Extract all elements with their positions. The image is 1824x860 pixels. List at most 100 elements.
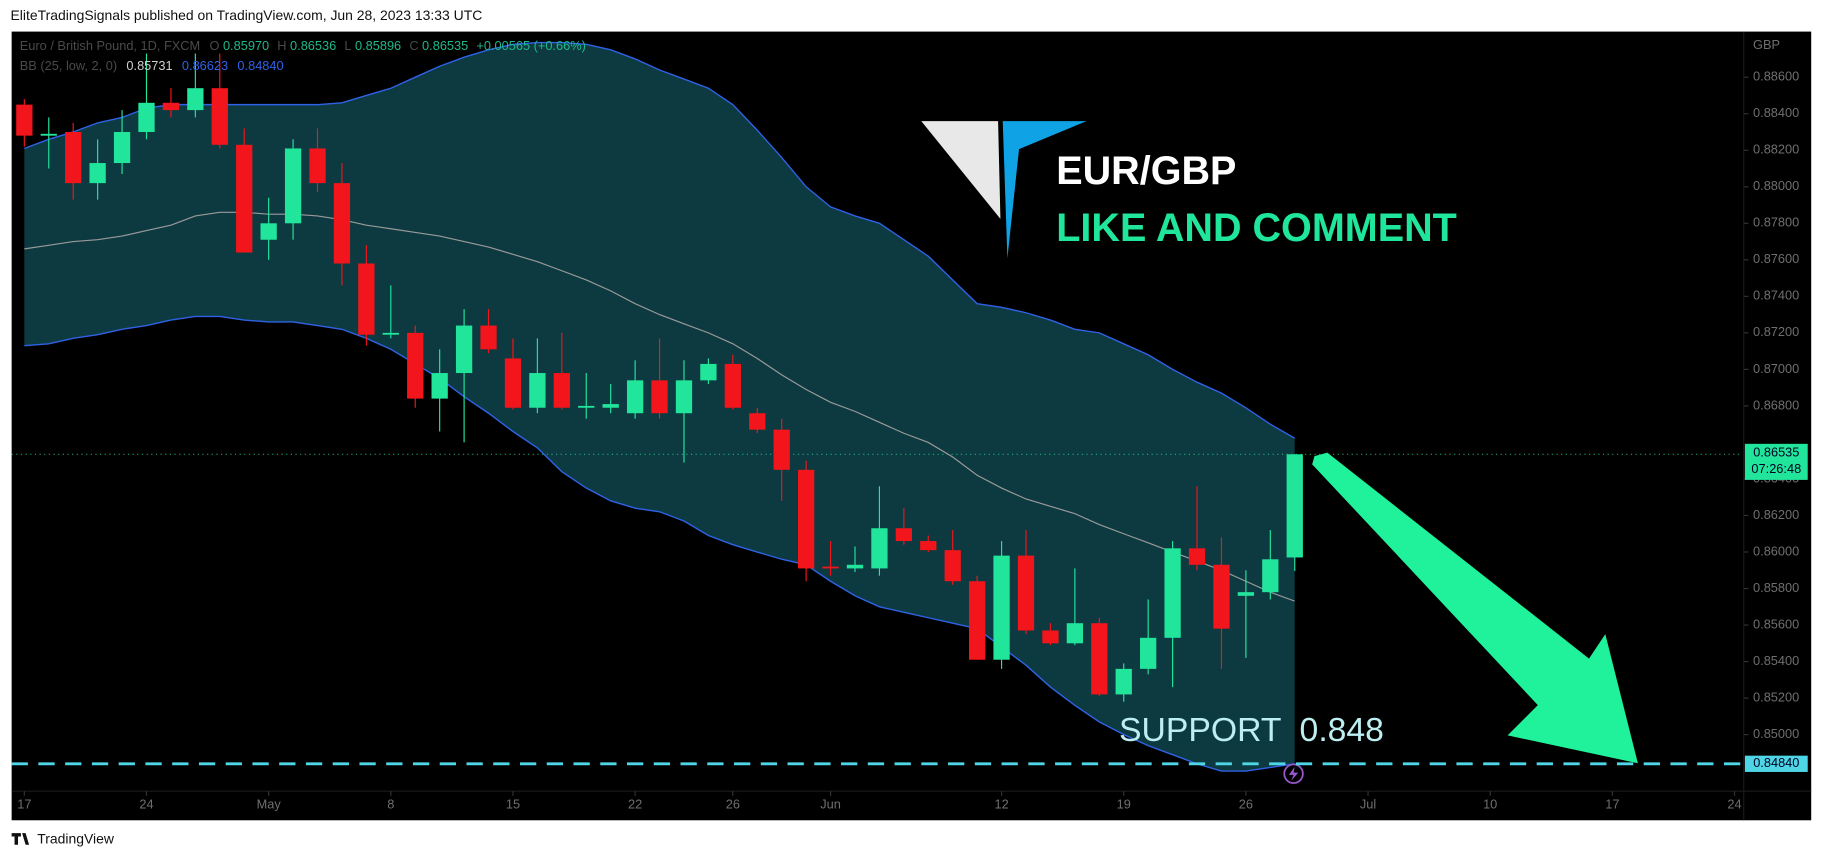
x-tick-label: Jul bbox=[1360, 797, 1376, 812]
band-lower bbox=[24, 315, 1295, 772]
candle-body bbox=[1042, 630, 1059, 644]
legend-text: L bbox=[344, 38, 351, 53]
candle-body bbox=[480, 325, 497, 350]
x-tick-label: 24 bbox=[1727, 797, 1741, 812]
support-tag bbox=[1744, 755, 1808, 772]
legend-text: 0.86536 bbox=[290, 38, 336, 53]
y-tick-label: 0.85400 bbox=[1753, 653, 1799, 668]
support-tag-label: 0.84840 bbox=[1753, 755, 1799, 770]
x-tick-label: 17 bbox=[17, 797, 31, 812]
x-tick-label: 22 bbox=[628, 797, 642, 812]
candle-body bbox=[993, 555, 1010, 660]
candle-body bbox=[16, 104, 33, 136]
candle-body bbox=[651, 380, 668, 414]
candle-body bbox=[1091, 623, 1108, 695]
candle-body bbox=[431, 373, 448, 399]
footer-brand: TradingView bbox=[37, 831, 115, 847]
y-tick-label: 0.85000 bbox=[1753, 726, 1799, 741]
legend-text: 0.86623 bbox=[182, 58, 228, 73]
candle-body bbox=[1286, 454, 1303, 558]
y-tick-label: 0.87400 bbox=[1753, 288, 1799, 303]
pair-title: EUR/GBP bbox=[1056, 149, 1236, 193]
y-tick-label: 0.85800 bbox=[1753, 580, 1799, 595]
y-tick-label: 0.86800 bbox=[1753, 397, 1799, 412]
candle-body bbox=[1213, 564, 1230, 629]
logo-right bbox=[1002, 121, 1087, 259]
candle-body bbox=[89, 163, 106, 184]
band-middle bbox=[24, 211, 1295, 602]
candle-body bbox=[504, 358, 522, 408]
candle-body bbox=[822, 566, 839, 569]
y-tick-label: 0.86000 bbox=[1753, 543, 1799, 558]
legend-text: 0.85896 bbox=[355, 38, 401, 53]
publish-line: EliteTradingSignals published on Trading… bbox=[10, 7, 482, 23]
candle-body bbox=[529, 373, 546, 408]
candle-body bbox=[1164, 548, 1181, 638]
candle-body bbox=[113, 132, 131, 164]
candle-body bbox=[773, 429, 790, 470]
x-tick-label: May bbox=[257, 797, 282, 812]
legend-text: 0.86535 bbox=[422, 38, 468, 53]
y-tick-label: 0.88000 bbox=[1753, 178, 1799, 193]
x-tick-label: 24 bbox=[139, 797, 153, 812]
y-tick-label: 0.88400 bbox=[1753, 105, 1799, 120]
y-tick-label: 0.88600 bbox=[1753, 69, 1799, 84]
legend-text: 0.85731 bbox=[126, 58, 172, 73]
candle-body bbox=[700, 363, 717, 381]
candle-body bbox=[284, 148, 302, 224]
legend-text: C bbox=[409, 38, 418, 53]
candle-body bbox=[187, 88, 204, 111]
candle-body bbox=[309, 148, 326, 184]
candle-body bbox=[895, 528, 912, 542]
candle-body bbox=[1237, 592, 1255, 596]
band-upper bbox=[24, 41, 1296, 439]
plot-area bbox=[11, 41, 1743, 772]
candle-body bbox=[749, 413, 766, 430]
candle-body bbox=[40, 133, 57, 136]
candle-body bbox=[626, 380, 644, 414]
price-tag-label: 0.86535 bbox=[1753, 445, 1799, 460]
candle-body bbox=[358, 263, 375, 335]
x-tick-label: 26 bbox=[1239, 797, 1253, 812]
footer-logo bbox=[11, 833, 30, 845]
y-tick-label: 0.87800 bbox=[1753, 215, 1799, 230]
candle-body bbox=[65, 132, 82, 184]
call-to-action: LIKE AND COMMENT bbox=[1056, 206, 1457, 250]
x-tick-label: 12 bbox=[994, 797, 1008, 812]
candle-body bbox=[553, 373, 570, 408]
y-tick-label: 0.85600 bbox=[1753, 616, 1799, 631]
x-tick-label: Jun bbox=[820, 797, 841, 812]
candle-body bbox=[797, 469, 815, 569]
candle-body bbox=[211, 88, 228, 145]
candle-body bbox=[1140, 637, 1157, 669]
candle-body bbox=[920, 541, 937, 551]
candle-body bbox=[162, 102, 180, 111]
forecast-arrow bbox=[1312, 452, 1638, 764]
legend-text: 0.84840 bbox=[237, 58, 283, 73]
candle-body bbox=[407, 332, 424, 399]
candle-body bbox=[1115, 668, 1132, 695]
candle-body bbox=[675, 380, 693, 414]
y-tick-label: 0.85200 bbox=[1753, 689, 1799, 704]
legend-text: +0.00565 (+0.66%) bbox=[476, 38, 585, 53]
legend-text: H bbox=[277, 38, 286, 53]
y-tick-label: 0.87200 bbox=[1753, 324, 1799, 339]
candle-body bbox=[871, 528, 888, 569]
candle-body bbox=[1262, 559, 1279, 593]
x-tick-label: 15 bbox=[506, 797, 520, 812]
event-icon-bolt bbox=[1288, 766, 1299, 781]
y-tick-label: 0.87600 bbox=[1753, 251, 1799, 266]
candle-body bbox=[260, 223, 277, 240]
candle-body bbox=[1066, 623, 1084, 644]
y-tick-label: 0.86200 bbox=[1753, 507, 1799, 522]
legend-text: Euro / British Pound, 1D, FXCM bbox=[20, 38, 200, 53]
candle-body bbox=[236, 144, 253, 253]
candle-body bbox=[578, 405, 595, 408]
price-tag bbox=[1744, 443, 1808, 480]
x-tick-label: 19 bbox=[1117, 797, 1131, 812]
candle-body bbox=[382, 332, 399, 335]
candle-body bbox=[724, 363, 741, 408]
candle-body bbox=[333, 183, 351, 264]
